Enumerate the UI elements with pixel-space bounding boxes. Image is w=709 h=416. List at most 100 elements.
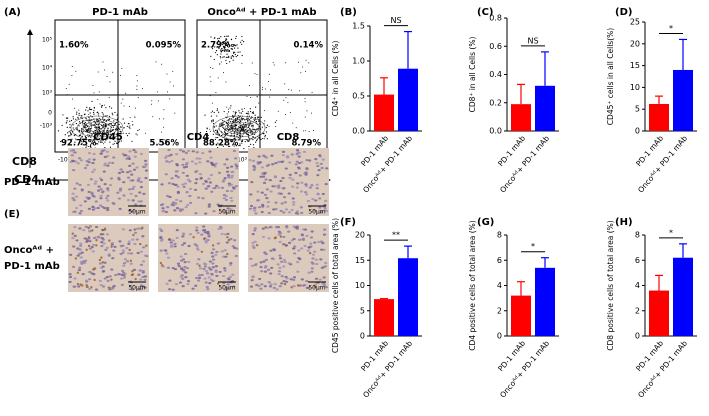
event-dot xyxy=(236,134,238,136)
quadrant-percent: 5.56% xyxy=(150,139,180,149)
event-dot xyxy=(232,126,234,128)
event-dot xyxy=(261,88,263,90)
event-dot xyxy=(260,116,262,118)
nucleus xyxy=(122,181,126,184)
event-dot xyxy=(233,135,236,137)
nucleus xyxy=(258,161,262,164)
nucleus xyxy=(209,173,213,177)
bar xyxy=(511,104,531,131)
nucleus xyxy=(103,261,107,264)
event-dot xyxy=(98,141,100,143)
nucleus xyxy=(296,261,300,264)
event-dot xyxy=(241,35,243,38)
event-dot xyxy=(244,126,246,128)
y-tick-label: 25 xyxy=(630,18,640,27)
event-dot xyxy=(225,81,227,83)
nucleus xyxy=(197,258,201,261)
event-dot xyxy=(268,73,270,75)
event-dot xyxy=(89,117,91,119)
nucleus xyxy=(104,197,109,200)
nucleus xyxy=(160,239,164,242)
event-dot xyxy=(212,120,215,122)
event-dot xyxy=(106,134,108,136)
nucleus xyxy=(281,154,285,157)
event-dot xyxy=(102,117,104,119)
stain xyxy=(203,237,206,241)
event-dot xyxy=(276,119,278,121)
nucleus xyxy=(230,189,234,193)
event-dot xyxy=(61,124,63,126)
nucleus xyxy=(256,190,260,193)
nucleus xyxy=(167,182,171,185)
nucleus xyxy=(224,198,228,201)
nucleus xyxy=(320,166,324,170)
event-dot xyxy=(300,72,302,74)
event-dot xyxy=(93,107,95,109)
nucleus xyxy=(278,254,282,257)
nucleus xyxy=(81,273,85,276)
event-dot xyxy=(233,47,236,49)
stain xyxy=(141,226,144,229)
stain xyxy=(93,278,96,282)
nucleus xyxy=(87,196,91,200)
event-dot xyxy=(247,133,250,135)
event-dot xyxy=(234,120,236,122)
nucleus xyxy=(121,170,125,174)
nucleus xyxy=(220,250,224,253)
nucleus xyxy=(221,274,226,278)
nucleus xyxy=(217,186,221,189)
nucleus xyxy=(194,284,198,287)
event-dot xyxy=(101,106,103,108)
event-dot xyxy=(92,112,95,114)
stain xyxy=(87,244,91,248)
nucleus xyxy=(181,235,185,238)
nucleus xyxy=(168,279,172,282)
event-dot xyxy=(222,123,224,125)
event-dot xyxy=(80,138,82,140)
event-dot xyxy=(169,98,171,100)
event-dot xyxy=(250,97,252,99)
nucleus xyxy=(202,228,207,232)
nucleus xyxy=(305,234,309,237)
scale-label: 50μm xyxy=(218,285,235,292)
event-dot xyxy=(247,129,249,131)
nucleus xyxy=(164,173,168,176)
nucleus xyxy=(274,161,278,165)
event-dot xyxy=(227,56,229,59)
nucleus xyxy=(234,163,238,166)
event-dot xyxy=(82,132,84,134)
nucleus xyxy=(220,186,225,189)
y-tick-label: 10 xyxy=(355,281,365,290)
event-dot xyxy=(96,129,98,131)
nucleus xyxy=(112,202,116,206)
nucleus xyxy=(206,160,210,163)
nucleus xyxy=(260,166,265,169)
event-dot xyxy=(98,122,100,124)
event-dot xyxy=(230,118,232,120)
event-dot xyxy=(211,110,214,112)
event-dot xyxy=(303,130,305,132)
event-dot xyxy=(220,36,222,38)
event-dot xyxy=(235,145,237,147)
event-dot xyxy=(99,126,101,128)
nucleus xyxy=(73,234,77,237)
nucleus xyxy=(120,273,124,277)
event-dot xyxy=(252,112,255,114)
nucleus xyxy=(126,252,131,255)
event-dot xyxy=(62,114,64,116)
nucleus xyxy=(271,163,275,166)
event-dot xyxy=(268,126,270,128)
event-dot xyxy=(86,145,88,147)
nucleus xyxy=(181,277,185,280)
nucleus xyxy=(266,200,271,204)
event-dot xyxy=(238,129,240,131)
event-dot xyxy=(120,102,122,104)
event-dot xyxy=(224,49,226,51)
nucleus xyxy=(190,160,194,163)
event-dot xyxy=(164,139,166,141)
event-dot xyxy=(111,124,113,127)
event-dot xyxy=(214,46,216,48)
event-dot xyxy=(78,121,81,123)
nucleus xyxy=(200,233,204,236)
event-dot xyxy=(93,92,95,94)
